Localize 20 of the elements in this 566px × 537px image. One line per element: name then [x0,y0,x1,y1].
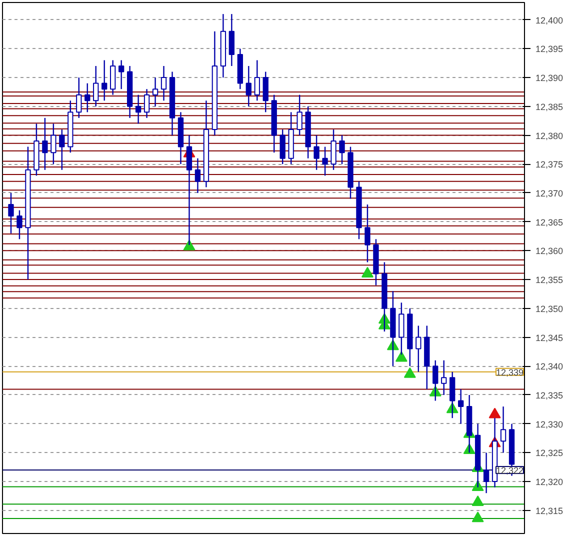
y-tick-label: 12,385 [536,102,564,112]
y-tick-label: 12,335 [536,390,564,400]
y-tick-label: 12,390 [536,73,564,84]
y-tick-label: 12,315 [536,506,564,516]
y-tick-label: 12,355 [536,275,564,286]
y-tick-label: 12,365 [536,217,564,228]
ref-line-label: 12,339 [496,367,524,378]
y-tick-label: 12,375 [536,160,564,170]
ref-line-label: 12,322 [496,466,524,476]
y-tick-label: 12,380 [536,130,564,141]
y-tick-label: 12,330 [536,419,564,430]
y-tick-label: 12,370 [536,188,564,198]
y-tick-label: 12,345 [536,332,564,343]
y-tick-label: 12,325 [536,448,564,458]
y-tick-label: 12,340 [536,362,564,372]
y-tick-label: 12,320 [536,477,564,488]
y-tick-label: 12,395 [536,44,564,54]
y-tick-label: 12,360 [536,246,564,256]
y-tick-label: 12,350 [536,304,564,314]
y-tick-label: 12,400 [536,15,564,26]
